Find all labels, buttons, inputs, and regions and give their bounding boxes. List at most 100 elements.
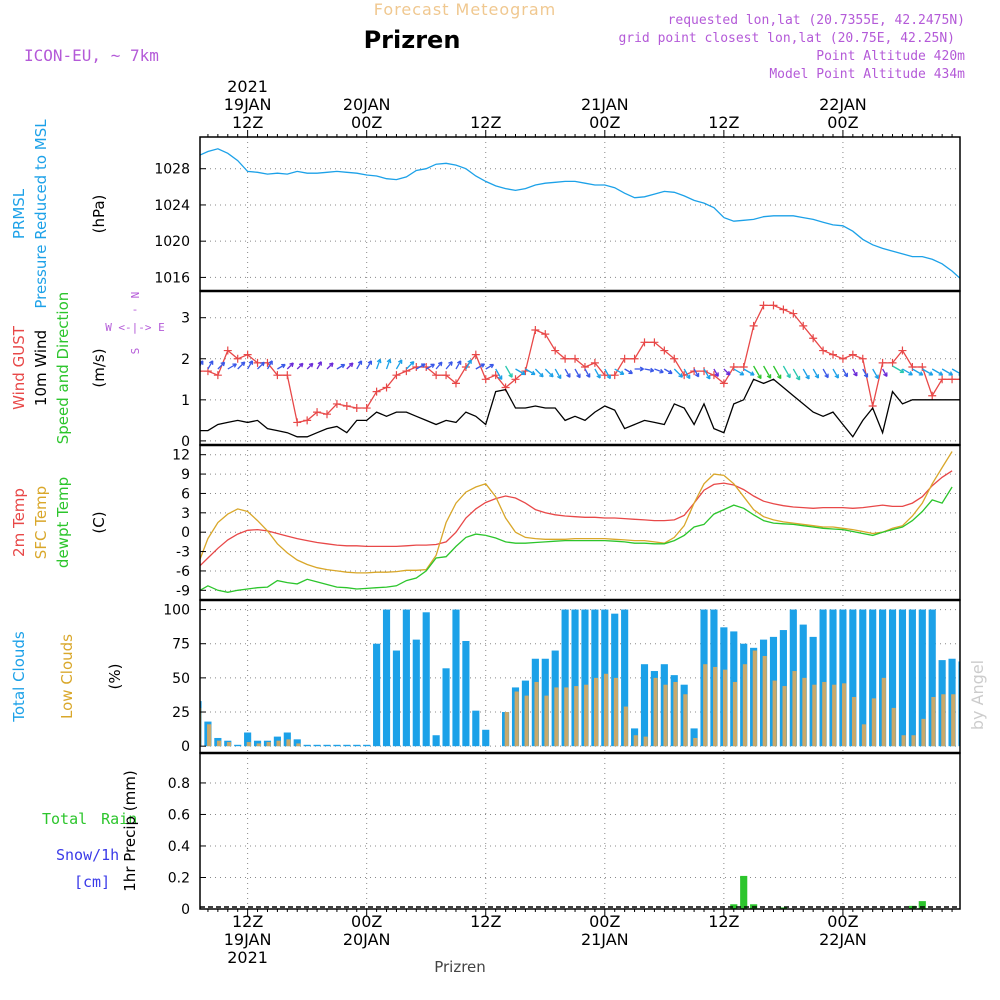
wind-arrow: [882, 368, 888, 377]
wind-arrow: [475, 363, 486, 370]
clouds-bar: [703, 664, 708, 747]
y-tick-label: 0.2: [168, 870, 190, 886]
wind-arrow: [455, 360, 462, 370]
clouds-bar: [402, 609, 410, 747]
clouds-bar: [286, 739, 291, 747]
wind-arrow: [782, 365, 791, 379]
clouds-bar: [732, 681, 738, 747]
legend-word: Total: [42, 810, 87, 828]
wind-arrow: [683, 368, 691, 380]
y-tick-label: 0: [181, 434, 190, 450]
clouds-plot-area: [200, 600, 960, 753]
gust-marker: [888, 358, 897, 367]
meteogram-subtitle: Forecast Meteogram: [374, 0, 556, 19]
clouds-bar: [623, 706, 628, 747]
gust-marker: [432, 371, 441, 380]
wind-arrow: [594, 368, 601, 379]
wind-arrow: [951, 368, 960, 376]
clouds-bar: [918, 609, 926, 747]
clouds-bar: [812, 684, 817, 747]
gust-marker: [511, 375, 520, 384]
wind-arrow: [772, 365, 782, 380]
wind-arrow: [624, 368, 633, 375]
clouds-legend-label: Total Clouds: [10, 631, 28, 723]
clouds-bar: [849, 609, 857, 747]
gust-marker: [838, 354, 847, 363]
clouds-bar: [640, 664, 649, 747]
wind-arrow: [941, 368, 954, 376]
wind-arrow: [435, 361, 443, 370]
clouds-bar: [276, 740, 281, 747]
clouds-bar: [373, 643, 381, 747]
clouds-bar: [941, 694, 946, 747]
wind-arrow: [663, 368, 673, 375]
gust-marker: [213, 371, 222, 380]
wind-arrow: [266, 360, 273, 370]
wind-arrow: [733, 368, 745, 376]
wind-arrow: [852, 368, 858, 377]
wind-arrow: [554, 368, 562, 380]
clouds-bar: [839, 609, 847, 747]
wind-arrow: [525, 368, 536, 376]
clouds-bar: [234, 744, 242, 747]
top-time-label: 00Z: [589, 113, 620, 132]
compass-tick: -: [133, 303, 137, 316]
clouds-bar: [931, 696, 936, 747]
clouds-bar: [343, 744, 351, 747]
clouds-bar: [881, 677, 886, 747]
precip-legend-label: Total Rain: [42, 810, 137, 828]
clouds-bar: [633, 735, 638, 747]
top-time-label: 00Z: [827, 113, 858, 132]
y-tick-label: 0.8: [168, 776, 190, 792]
wind-legend-label: Wind GUST: [10, 325, 28, 410]
gust-marker: [779, 305, 788, 314]
top-date-label: 21JAN: [581, 95, 629, 114]
legend-word: [cm]: [74, 873, 110, 891]
wind-arrow: [763, 365, 772, 379]
gust-marker: [273, 371, 282, 380]
gust-marker: [551, 346, 560, 355]
wind-arrow: [921, 368, 934, 376]
clouds-bar: [951, 694, 956, 747]
gust-marker: [342, 401, 351, 410]
gust-marker: [283, 371, 292, 380]
wind-arrow: [415, 363, 426, 370]
clouds-bar: [958, 661, 960, 747]
clouds-bar: [819, 609, 827, 747]
wind-arrow: [902, 368, 913, 376]
wind-arrow: [326, 362, 334, 370]
clouds-bar: [742, 664, 747, 747]
pressure-plot-area: [200, 137, 960, 291]
clouds-bar: [422, 612, 430, 747]
gust-marker: [938, 375, 947, 384]
clouds-bar: [514, 691, 519, 747]
wind-arrow: [316, 361, 322, 370]
clouds-bar: [216, 740, 222, 747]
clouds-bar: [244, 732, 252, 747]
clouds-bar: [442, 668, 450, 747]
clouds-bar: [392, 650, 401, 747]
clouds-bar: [504, 712, 509, 747]
clouds-bar: [921, 718, 926, 747]
top-time-label: 12Z: [470, 113, 501, 132]
clouds-bar: [908, 609, 916, 747]
wind-arrow: [842, 368, 849, 378]
gust-marker: [878, 358, 887, 367]
bottom-time-label: 00Z: [351, 912, 382, 931]
wind-arrow: [385, 358, 392, 370]
wind-arrow: [395, 359, 403, 370]
wind-arrow: [802, 368, 810, 380]
clouds-bar: [653, 677, 658, 747]
gust-marker: [660, 346, 669, 355]
clouds-bar: [822, 681, 827, 747]
clouds-bar: [472, 710, 480, 747]
wind-arrow: [515, 368, 526, 376]
y-axis-unit: (C): [90, 511, 108, 533]
gust-marker: [461, 362, 470, 371]
wind-arrow: [405, 360, 415, 370]
clouds-bar: [296, 743, 301, 747]
wind-arrow: [892, 365, 905, 374]
watermark: by Angel: [968, 660, 987, 730]
wind-arrow: [872, 368, 879, 380]
